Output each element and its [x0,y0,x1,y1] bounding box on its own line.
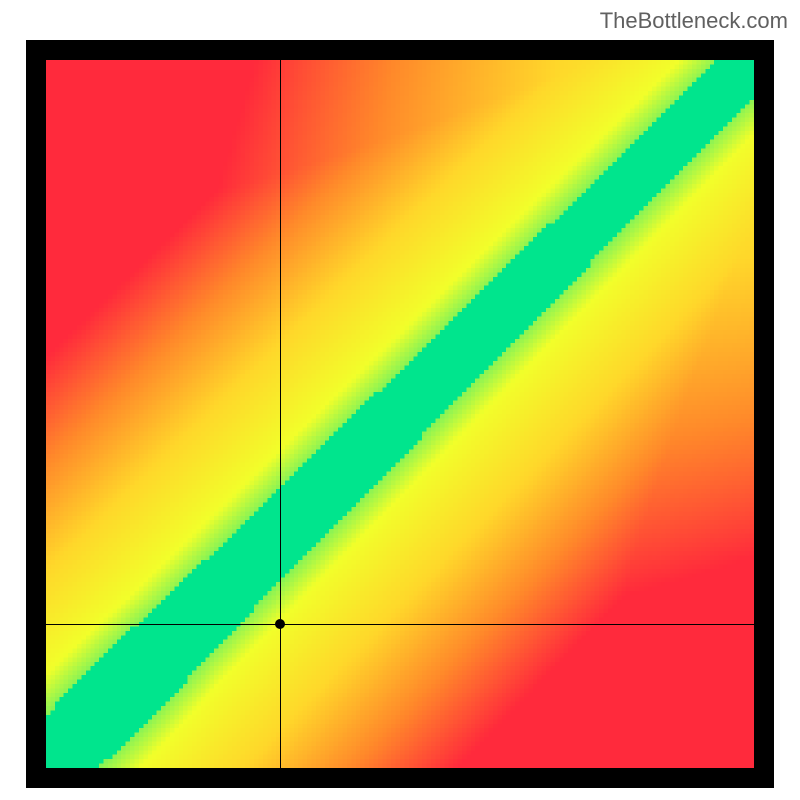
heatmap-canvas [46,60,754,768]
chart-border [26,40,774,788]
crosshair-marker [275,619,285,629]
heatmap-area [46,60,754,768]
crosshair-vertical [280,60,281,768]
chart-container: TheBottleneck.com [0,0,800,800]
watermark-text: TheBottleneck.com [600,8,788,34]
crosshair-horizontal [46,624,754,625]
